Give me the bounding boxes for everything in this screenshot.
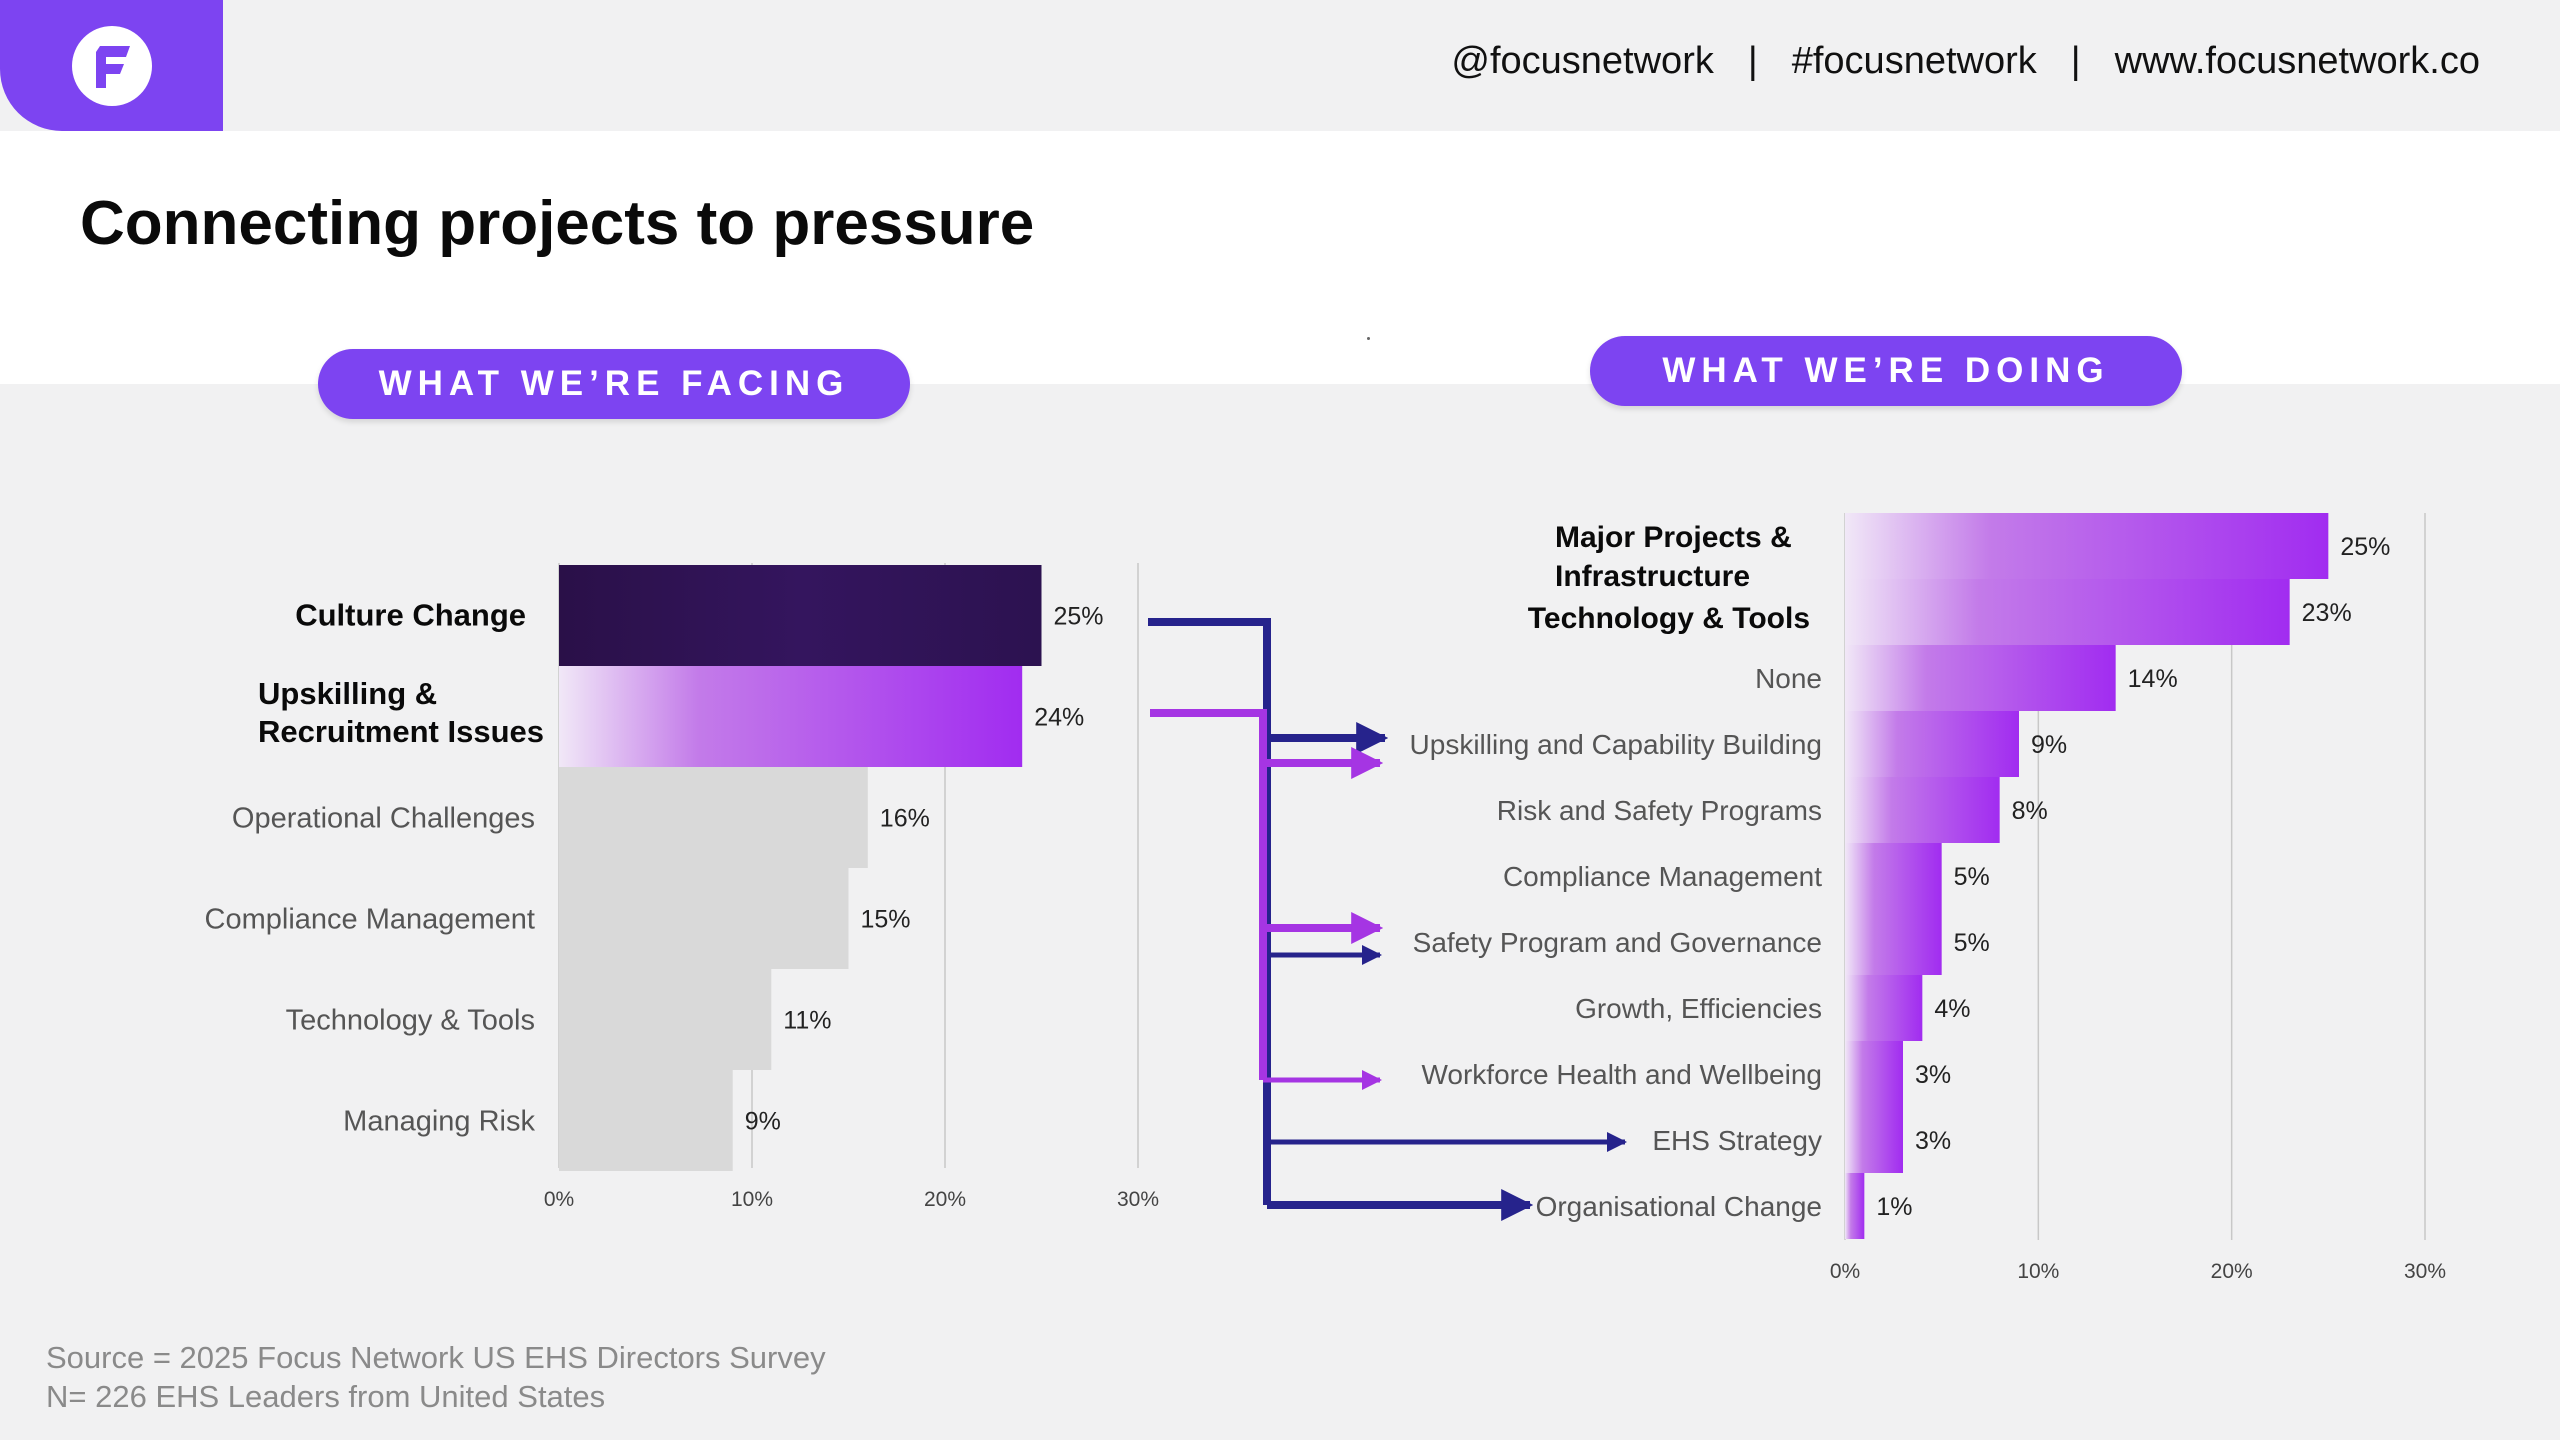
separator: | [2070,40,2081,82]
bar [1845,909,1942,975]
bar [1845,975,1923,1041]
data-label: 11% [783,1007,831,1035]
x-tick-label: 10% [2017,1260,2059,1283]
data-label: 16% [880,805,930,833]
connector-line [1150,709,1267,1080]
data-label: 3% [1915,1061,1951,1089]
data-label: 15% [861,906,911,934]
bar [1845,513,2329,579]
facing-pill: WHAT WE’RE FACING [318,349,910,419]
category-label: Risk and Safety Programs [1497,795,1822,826]
data-label: 14% [2128,665,2178,693]
page-title: Connecting projects to pressure [80,189,1035,258]
website-link[interactable]: www.focusnetwork.co [2114,40,2480,82]
data-label: 4% [1934,995,1970,1023]
connector-arrows [1148,618,1627,1221]
bar [1845,1173,1865,1239]
category-label: Safety Program and Governance [1413,927,1822,958]
brand-logo[interactable] [0,0,223,131]
bar [559,969,772,1070]
hashtag-link[interactable]: #focusnetwork [1791,40,2037,82]
category-label: Workforce Health and Wellbeing [1421,1059,1822,1090]
category-label: Recruitment Issues [258,714,544,749]
category-label: Upskilling and Capability Building [1410,729,1822,760]
category-label: Operational Challenges [232,803,535,835]
category-label: None [1755,663,1822,694]
bar [1845,1041,1903,1107]
bar [1845,645,2116,711]
category-label: EHS Strategy [1652,1125,1822,1156]
bar [1845,711,2019,777]
category-label: Growth, Efficiencies [1575,993,1822,1024]
x-tick-label: 30% [1117,1188,1159,1211]
category-label: Compliance Management [1503,861,1822,892]
bar [1845,843,1942,909]
bar [559,666,1023,767]
bar [1845,1107,1903,1173]
social-handle-link[interactable]: @focusnetwork [1451,40,1714,82]
category-label: Technology & Tools [286,1005,535,1037]
x-tick-label: 0% [544,1188,574,1211]
category-label: Major Projects & [1555,521,1792,554]
category-label: Technology & Tools [1528,602,1810,635]
category-label: Infrastructure [1555,560,1750,593]
data-label: 24% [1034,704,1084,732]
source-line: Source = 2025 Focus Network US EHS Direc… [46,1340,826,1375]
doing-pill: WHAT WE’RE DOING [1590,336,2182,406]
data-label: 8% [2012,797,2048,825]
category-label: Managing Risk [343,1106,535,1138]
bar [559,1070,733,1171]
source-note: Source = 2025 Focus Network US EHS Direc… [46,1338,826,1416]
top-bar [0,0,2560,131]
category-label: Culture Change [295,598,526,633]
bar [1845,579,2290,645]
bar [1845,777,2000,843]
focus-network-logo-icon [72,26,152,106]
x-tick-label: 0% [1830,1260,1860,1283]
x-tick-label: 30% [2404,1260,2446,1283]
x-tick-label: 10% [731,1188,773,1211]
category-label: Compliance Management [205,904,535,936]
bar [559,767,868,868]
category-label: Upskilling & [258,676,437,711]
sample-size-line: N= 226 EHS Leaders from United States [46,1379,606,1414]
x-tick-label: 20% [924,1188,966,1211]
separator: | [1747,40,1758,82]
social-links: @focusnetwork | #focusnetwork | www.focu… [1451,40,2480,83]
data-label: 5% [1954,929,1990,957]
data-label: 9% [2031,731,2067,759]
bar [559,565,1042,666]
data-label: 1% [1876,1193,1912,1221]
data-label: 23% [2302,599,2352,627]
doing-bar-chart: 0% 10% 20% 30% 25% Major Projects & Infrastruc… [1410,513,2446,1283]
data-label: 5% [1954,863,1990,891]
x-tick-label: 20% [2211,1260,2253,1283]
data-label: 25% [1054,603,1104,631]
data-label: 3% [1915,1127,1951,1155]
data-label: 9% [745,1108,781,1136]
stray-dot [1367,337,1370,340]
bar [559,868,849,969]
category-label: Organisational Change [1536,1191,1822,1222]
facing-bar-chart: 0% 10% 20% 30% 25% Culture Change 24% Upskillin… [205,563,1159,1211]
data-label: 25% [2340,533,2390,561]
